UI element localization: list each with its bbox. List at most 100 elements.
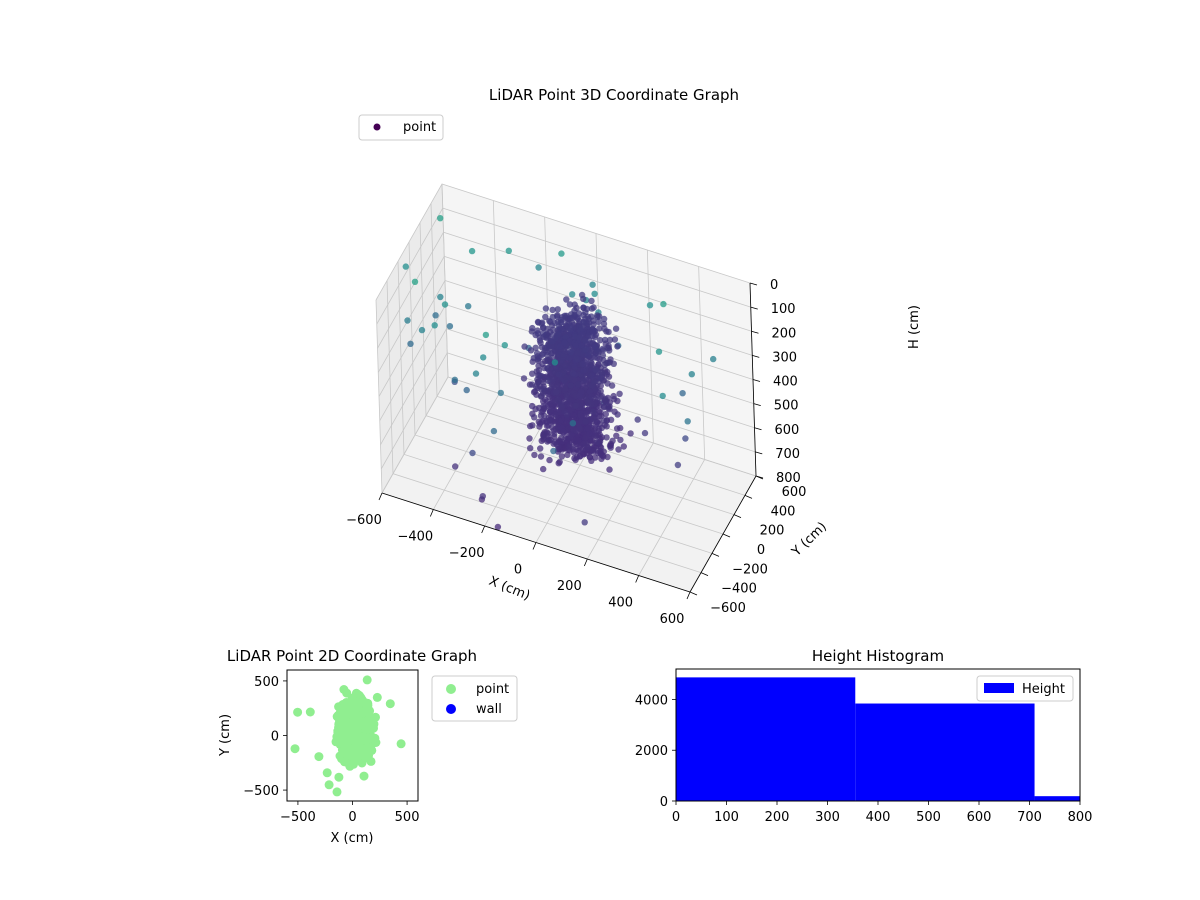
scatter3d-x-tick-label: −600 (346, 513, 382, 528)
scatter3d-point (561, 377, 568, 384)
scatter3d-y-tick (722, 533, 731, 538)
scatter3d-point (588, 401, 595, 408)
scatter2d-point (322, 768, 332, 778)
histogram-x-tick-label: 800 (1068, 810, 1093, 825)
scatter3d-point (634, 416, 641, 423)
scatter3d-point (540, 385, 547, 393)
scatter3d-z-tick-label: 400 (773, 375, 798, 390)
scatter3d-point (597, 451, 605, 458)
scatter3d-point (578, 403, 586, 410)
scatter3d-z-tick-label: 800 (776, 471, 801, 486)
scatter3d-point (590, 408, 597, 415)
scatter3d-z-tick-label: 600 (775, 423, 800, 438)
scatter3d-point (549, 313, 556, 321)
scatter3d-point (441, 301, 449, 308)
scatter3d-x-tick-label: −400 (397, 530, 433, 545)
scatter3d-y-tick-label: −600 (710, 601, 746, 616)
scatter3d-y-tick-label: −400 (721, 582, 757, 597)
scatter3d-y-tick-label: −200 (732, 562, 768, 577)
scatter3d-point (551, 430, 558, 437)
scatter3d-xlabel: X (cm) (487, 574, 532, 604)
scatter3d-point (553, 389, 560, 396)
scatter3d-point (580, 440, 587, 448)
scatter3d-point (580, 295, 587, 303)
scatter3d-point (682, 435, 689, 442)
scatter3d-point (608, 382, 616, 389)
scatter3d-point (597, 393, 604, 401)
scatter3d-x-tick-label: 600 (660, 612, 685, 627)
scatter3d-legend-label: point (403, 120, 436, 135)
scatter3d-point (538, 372, 545, 380)
scatter2d-point (305, 707, 315, 717)
histogram-x-tick-label: 600 (967, 810, 992, 825)
scatter3d-point (578, 342, 585, 349)
scatter2d-point (354, 717, 364, 727)
scatter3d-point (610, 360, 617, 367)
scatter3d-point (584, 352, 592, 359)
scatter3d-point (615, 446, 622, 453)
scatter3d-point (576, 424, 583, 431)
scatter3d-point (537, 453, 545, 460)
scatter3d-point (589, 329, 596, 336)
histogram-x-tick-label: 700 (1017, 810, 1042, 825)
scatter3d-x-tick-label: −200 (449, 546, 485, 561)
scatter3d-z-tick-label: 200 (772, 326, 797, 341)
scatter3d-point (688, 371, 695, 378)
scatter2d-xlabel: X (cm) (331, 831, 374, 846)
scatter3d-point (551, 438, 558, 446)
scatter3d-point (540, 465, 547, 473)
scatter3d-point (542, 305, 550, 312)
scatter3d-point (580, 377, 587, 384)
scatter3d-point (537, 339, 544, 346)
scatter2d-x-tick-label: 500 (395, 810, 420, 825)
scatter3d-point (614, 343, 621, 350)
scatter3d-point (432, 312, 439, 319)
scatter3d-z-tick (754, 427, 762, 431)
scatter3d-point (606, 336, 614, 344)
scatter3d-point (546, 456, 553, 464)
scatter2d-point (353, 702, 363, 712)
scatter3d-x-tick-label: 400 (608, 596, 633, 611)
scatter3d-z-tick (751, 330, 759, 334)
scatter3d-point (402, 263, 409, 270)
scatter2d-point (396, 739, 406, 749)
scatter3d-point (613, 432, 620, 439)
scatter3d-point (597, 375, 605, 382)
scatter3d-point (590, 430, 598, 437)
histogram-ticks: 0 100 200 300 400 500 600 700 800 0 2000 4000 (635, 693, 1093, 825)
grid-line-z (377, 231, 752, 349)
scatter3d-point (563, 411, 571, 418)
scatter2d-legend-wall: wall (476, 702, 502, 717)
scatter3d-point (606, 466, 613, 473)
scatter3d-point (451, 376, 458, 383)
scatter3d-zlabel: H (cm) (907, 305, 922, 349)
scatter2d-ticks: −500 0 500 500 0 −500 (243, 675, 419, 825)
scatter3d-y-tick (744, 494, 753, 499)
scatter3d-point (520, 375, 528, 382)
scatter3d-point (601, 336, 609, 344)
scatter3d-point (574, 349, 581, 356)
scatter3d-point (540, 403, 547, 410)
scatter3d-point (600, 320, 608, 328)
scatter3d-point (593, 438, 601, 446)
scatter3d-point (576, 453, 584, 460)
scatter3d-point (599, 345, 606, 352)
scatter3d-point (563, 393, 570, 401)
scatter3d-point (591, 290, 598, 297)
scatter3d-point (531, 451, 538, 459)
title-2d: LiDAR Point 2D Coordinate Graph (227, 647, 477, 665)
scatter3d-x-tick (481, 525, 486, 534)
scatter2d-legend-point: point (476, 682, 509, 697)
scatter3d-point (431, 322, 438, 329)
histogram-x-tick-label: 200 (765, 810, 790, 825)
scatter3d-point (538, 392, 545, 400)
scatter3d-point (627, 430, 634, 437)
scatter3d-point (549, 349, 556, 357)
scatter3d-point (559, 314, 566, 321)
scatter3d-point (684, 418, 691, 425)
scatter3d-point (566, 444, 573, 451)
scatter3d-point (411, 278, 419, 285)
scatter3d-point (573, 435, 580, 442)
scatter3d-x-tick (532, 542, 537, 550)
scatter3d-point (571, 364, 578, 372)
